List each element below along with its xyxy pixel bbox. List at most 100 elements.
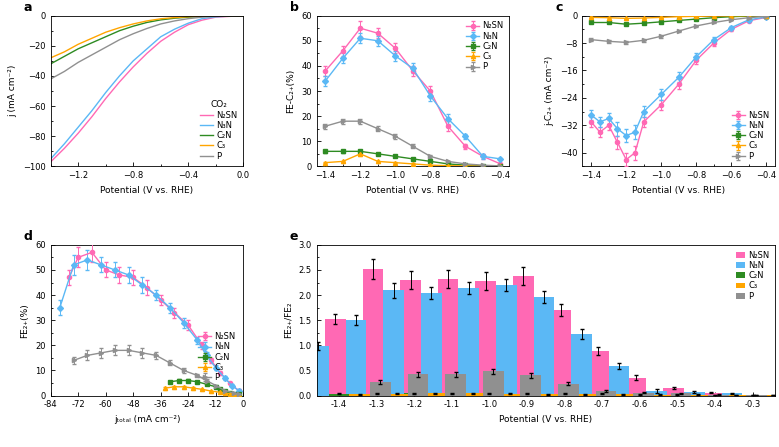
C₂N (115, 28, 124, 34)
P (60, 69, 69, 74)
N₃N (46, 156, 55, 161)
C₃ (87, 36, 97, 41)
Bar (516, 394, 538, 396)
Legend: N₂SN, N₃N, C₂N, C₃, P: N₂SN, N₃N, C₂N, C₃, P (463, 18, 506, 75)
N₂SN (238, 13, 248, 18)
Bar (608, 367, 629, 396)
Bar (571, 334, 592, 396)
C₃ (211, 13, 220, 18)
C₂N (143, 20, 152, 25)
C₃ (170, 15, 179, 20)
Bar (592, 394, 612, 396)
X-axis label: Potential (V vs. RHE): Potential (V vs. RHE) (100, 186, 193, 195)
Bar (483, 371, 503, 396)
N₃N (184, 21, 193, 26)
Bar (551, 310, 571, 396)
C₃ (197, 13, 206, 19)
Text: e: e (289, 230, 298, 243)
N₂SN (129, 64, 138, 70)
C₃ (184, 14, 193, 19)
Bar (647, 391, 667, 396)
P (197, 14, 206, 20)
Y-axis label: FE₂₊/FE₂: FE₂₊/FE₂ (284, 302, 293, 338)
Bar (612, 394, 633, 396)
Bar (671, 393, 692, 396)
C₂N (101, 34, 111, 39)
Bar (555, 394, 575, 396)
N₃N (225, 13, 234, 19)
N₂SN (101, 96, 111, 101)
X-axis label: jₜₒₜₐₗ (mA cm⁻²): jₜₒₜₐₗ (mA cm⁻²) (114, 415, 180, 424)
Bar (596, 391, 616, 396)
P (238, 13, 248, 18)
Bar (287, 346, 308, 396)
Bar (400, 280, 421, 396)
Bar (684, 392, 705, 396)
C₂N (197, 14, 206, 19)
N₃N (197, 16, 206, 21)
N₂SN (156, 38, 165, 44)
N₂SN (143, 51, 152, 56)
N₃N (115, 73, 124, 79)
Bar (708, 395, 729, 396)
Bar (475, 281, 496, 396)
Bar (387, 394, 407, 396)
C₃ (156, 16, 165, 21)
Bar (446, 375, 466, 396)
Bar (407, 375, 428, 396)
N₃N (101, 90, 111, 95)
Bar (558, 384, 579, 396)
P (143, 26, 152, 31)
Bar (667, 395, 688, 396)
P (225, 13, 234, 19)
N₂SN (60, 146, 69, 151)
Bar (329, 394, 350, 396)
N₃N (238, 13, 248, 18)
X-axis label: Potential (V vs. RHE): Potential (V vs. RHE) (633, 186, 725, 195)
Bar (442, 393, 462, 396)
Line: N₂SN: N₂SN (51, 16, 243, 162)
Bar (370, 382, 391, 396)
Line: N₃N: N₃N (51, 16, 243, 159)
C₂N (170, 16, 179, 21)
X-axis label: Potential (V vs. RHE): Potential (V vs. RHE) (499, 415, 592, 424)
Bar (705, 395, 725, 396)
N₃N (156, 34, 165, 39)
C₂N (129, 24, 138, 29)
Bar (575, 394, 596, 396)
Bar (538, 394, 558, 396)
P (184, 16, 193, 21)
Bar (721, 393, 742, 396)
N₃N (211, 14, 220, 20)
Bar (350, 394, 370, 396)
C₃ (238, 13, 248, 18)
N₂SN (87, 114, 97, 119)
N₃N (87, 108, 97, 114)
C₃ (73, 42, 83, 47)
Bar (496, 285, 516, 396)
Bar (663, 388, 684, 396)
N₂SN (211, 14, 220, 20)
C₂N (225, 13, 234, 18)
Bar (421, 293, 442, 396)
C₃ (129, 21, 138, 27)
C₂N (87, 40, 97, 46)
Bar (629, 394, 650, 396)
P (211, 14, 220, 19)
P (129, 31, 138, 36)
Bar (746, 395, 767, 396)
Legend: N₂SN, N₃N, C₂N, C₃, P: N₂SN, N₃N, C₂N, C₃, P (195, 329, 239, 386)
Line: P: P (51, 16, 243, 79)
Bar (513, 276, 534, 396)
N₃N (73, 125, 83, 130)
Y-axis label: j-C₂₊ (mA cm⁻²): j-C₂₊ (mA cm⁻²) (545, 56, 555, 126)
C₃ (101, 30, 111, 35)
N₂SN (73, 131, 83, 136)
Line: C₃: C₃ (51, 16, 243, 58)
Y-axis label: FE-C₂₊(%): FE-C₂₊(%) (287, 69, 295, 113)
Bar (462, 393, 483, 396)
Bar (362, 269, 383, 396)
Bar (742, 395, 763, 396)
Bar (404, 393, 425, 396)
Bar (588, 351, 608, 396)
